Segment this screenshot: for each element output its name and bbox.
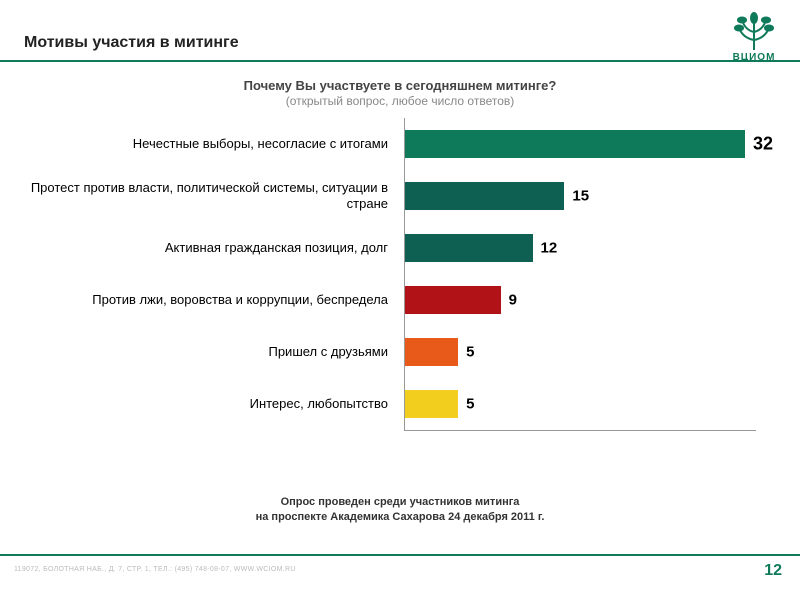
- bar-value: 32: [753, 134, 773, 155]
- bar-value: 9: [509, 292, 517, 309]
- chart-row: Активная гражданская позиция, долг 12: [24, 222, 774, 274]
- footnote-line2: на проспекте Академика Сахарова 24 декаб…: [256, 511, 545, 523]
- bar-value: 15: [572, 188, 589, 205]
- chart-row: Пришел с друзьями 5: [24, 326, 774, 378]
- page-number: 12: [764, 562, 782, 580]
- chart-row: Протест против власти, политической сист…: [24, 170, 774, 222]
- bar-value: 5: [466, 344, 474, 361]
- category-label: Активная гражданская позиция, долг: [24, 240, 396, 256]
- survey-footnote: Опрос проведен среди участников митинга …: [0, 495, 800, 526]
- footer-address: 119072, БОЛОТНАЯ НАБ., Д. 7, СТР. 1, ТЕЛ…: [14, 566, 296, 573]
- bar: [405, 130, 745, 158]
- bar-chart: Нечестные выборы, несогласие с итогами 32…: [24, 118, 774, 458]
- plant-icon: [729, 10, 779, 50]
- chart-row: Интерес, любопытство 5: [24, 378, 774, 430]
- divider-top: [0, 60, 800, 62]
- bar: [405, 338, 458, 366]
- category-label: Против лжи, воровства и коррупции, беспр…: [24, 292, 396, 308]
- survey-hint: (открытый вопрос, любое число ответов): [286, 94, 515, 108]
- footnote-line1: Опрос проведен среди участников митинга: [281, 496, 520, 508]
- bar: [405, 182, 564, 210]
- category-label: Протест против власти, политической сист…: [24, 180, 396, 213]
- chart-subtitle: Почему Вы участвуете в сегодняшнем митин…: [0, 78, 800, 108]
- divider-bottom: [0, 554, 800, 556]
- category-label: Пришел с друзьями: [24, 344, 396, 360]
- survey-question: Почему Вы участвуете в сегодняшнем митин…: [244, 78, 557, 93]
- category-label: Нечестные выборы, несогласие с итогами: [24, 136, 396, 152]
- bar-value: 5: [466, 396, 474, 413]
- brand-logo: ВЦИОМ: [722, 10, 786, 63]
- page-title: Мотивы участия в митинге: [24, 34, 239, 52]
- bar: [405, 234, 533, 262]
- bar-value: 12: [541, 240, 558, 257]
- x-axis: [404, 430, 756, 431]
- category-label: Интерес, любопытство: [24, 396, 396, 412]
- chart-row: Нечестные выборы, несогласие с итогами 32: [24, 118, 774, 170]
- bar: [405, 390, 458, 418]
- bar: [405, 286, 501, 314]
- chart-row: Против лжи, воровства и коррупции, беспр…: [24, 274, 774, 326]
